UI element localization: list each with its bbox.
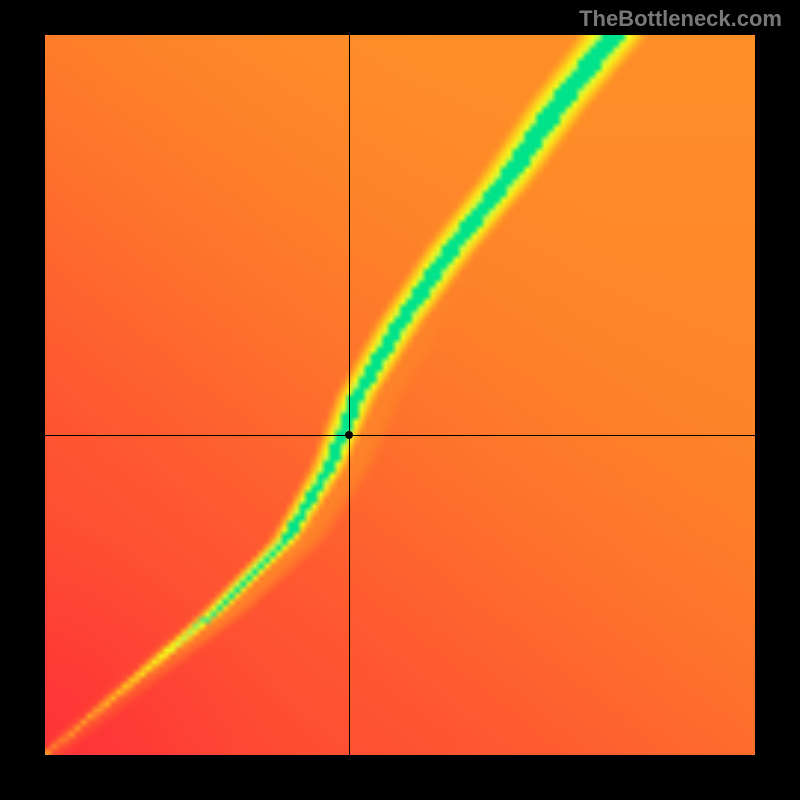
watermark-text: TheBottleneck.com xyxy=(579,6,782,32)
heatmap-canvas xyxy=(45,35,755,755)
crosshair-vertical xyxy=(349,35,350,755)
crosshair-marker xyxy=(345,431,353,439)
crosshair-horizontal xyxy=(45,435,755,436)
heatmap-plot xyxy=(45,35,755,755)
